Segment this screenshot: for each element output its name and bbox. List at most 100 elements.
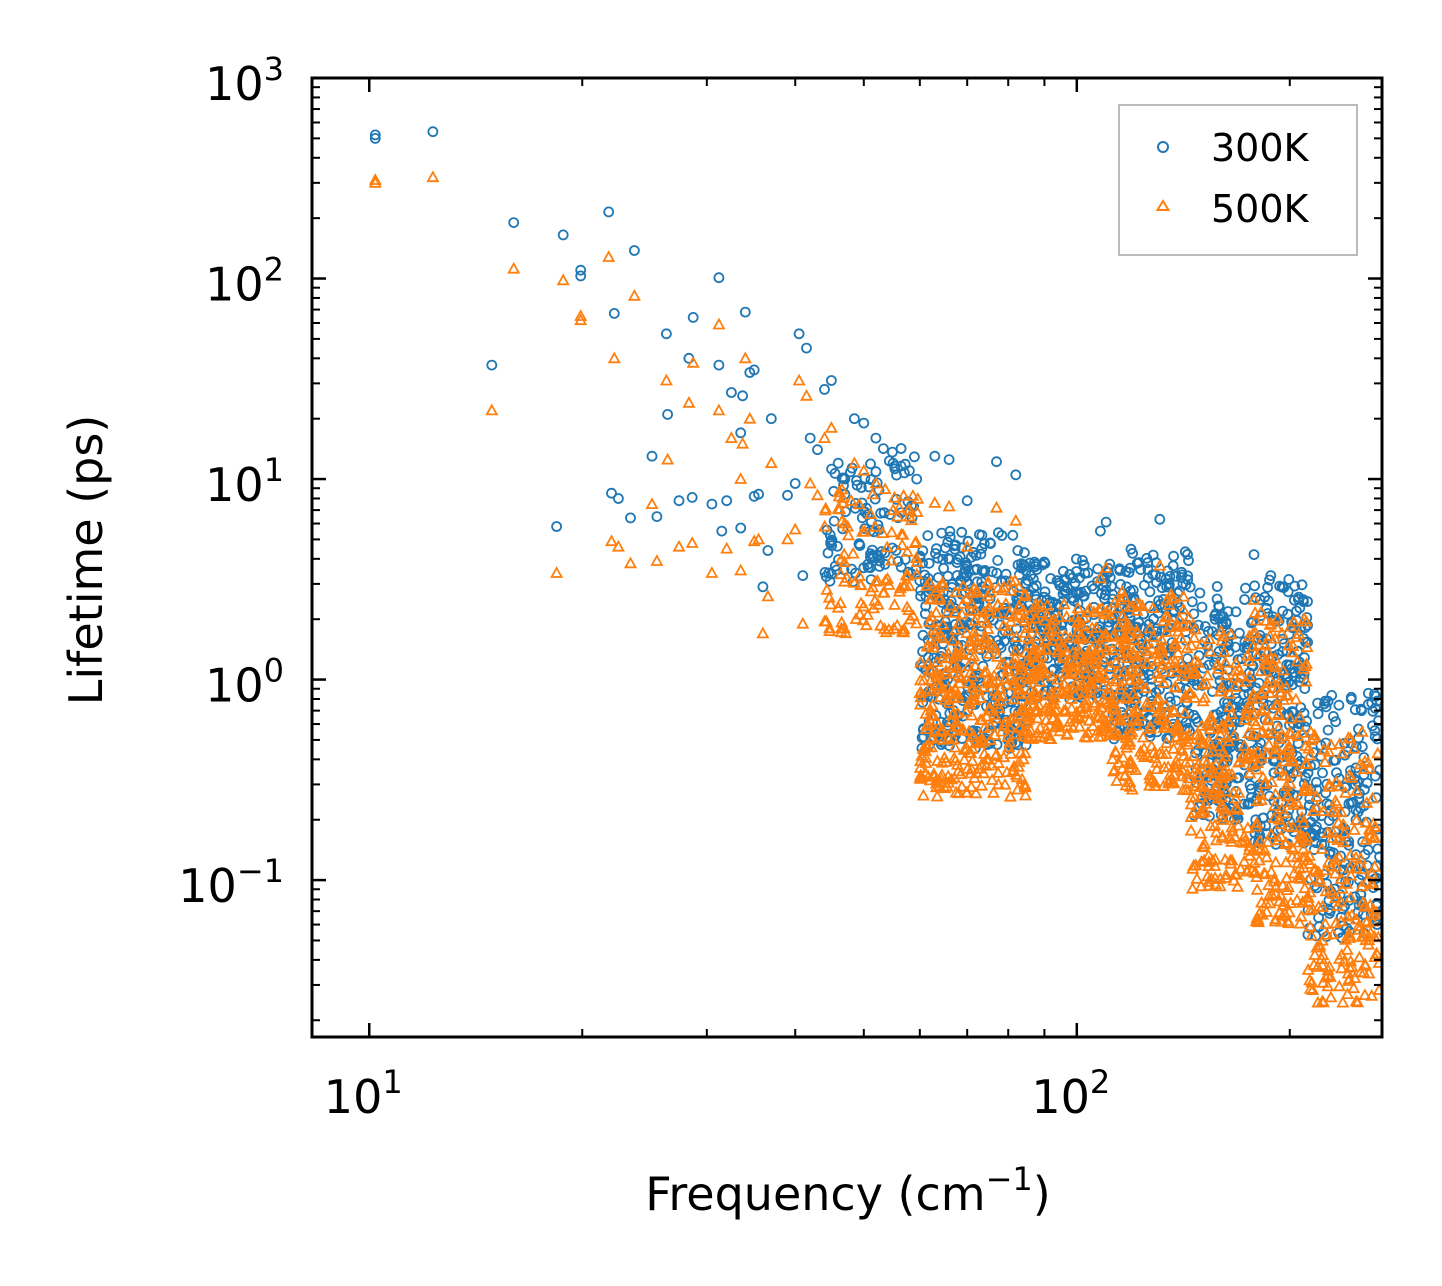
point-500k (1091, 709, 1105, 722)
point-500k (1272, 761, 1286, 774)
point-500k (1196, 677, 1210, 690)
point-500k (1281, 916, 1296, 929)
point-300k (865, 551, 876, 563)
point-300k (1027, 573, 1039, 585)
point-500k (833, 596, 848, 608)
point-500k (985, 638, 999, 651)
point-500k (989, 711, 1003, 724)
point-500k (1272, 732, 1286, 744)
point-500k (1259, 653, 1273, 666)
point-500k (924, 740, 939, 753)
point-300k (1271, 720, 1283, 732)
point-300k (651, 511, 663, 522)
point-500k (1171, 619, 1186, 632)
point-500k (1123, 673, 1137, 686)
point-500k (1184, 638, 1199, 651)
point-500k (899, 568, 913, 581)
point-500k (1324, 859, 1338, 872)
point-500k (1307, 958, 1321, 970)
point-500k (1153, 558, 1167, 571)
point-500k (1270, 620, 1284, 633)
point-500k (1070, 675, 1084, 688)
point-500k (1156, 779, 1171, 791)
point-300k (1144, 586, 1156, 598)
point-500k (932, 679, 947, 692)
point-300k (1302, 596, 1313, 607)
point-300k (851, 475, 862, 487)
point-300k (1186, 596, 1198, 608)
point-500k (1136, 730, 1150, 743)
point-500k (1212, 739, 1226, 752)
point-300k (1277, 605, 1289, 617)
point-500k (1129, 718, 1143, 731)
point-500k (1283, 725, 1297, 738)
point-300k (1339, 749, 1351, 761)
point-300k (944, 531, 956, 543)
point-500k (882, 622, 896, 635)
point-500k (1252, 637, 1266, 650)
point-500k (1162, 620, 1176, 632)
point-500k (952, 676, 967, 689)
point-500k (1102, 687, 1116, 699)
point-500k (997, 657, 1011, 669)
point-300k (1373, 715, 1382, 727)
point-500k (1344, 890, 1358, 903)
point-300k (1092, 624, 1104, 635)
point-500k (999, 596, 1013, 609)
point-500k (985, 773, 999, 785)
point-500k (946, 633, 960, 646)
point-300k (986, 566, 998, 578)
point-500k (1046, 711, 1060, 724)
point-300k (1293, 591, 1305, 603)
point-300k (966, 551, 977, 563)
point-500k (834, 625, 848, 638)
point-500k (1272, 894, 1286, 907)
point-500k (841, 519, 855, 532)
point-500k (1030, 726, 1044, 738)
point-300k (1287, 707, 1299, 718)
point-500k (1283, 776, 1297, 789)
point-300k (508, 217, 520, 229)
point-300k (949, 540, 960, 552)
point-500k (1200, 756, 1214, 769)
point-300k (1062, 582, 1073, 594)
point-500k (939, 663, 953, 676)
point-500k (1303, 748, 1317, 761)
point-500k (1331, 815, 1345, 828)
point-500k (936, 575, 950, 588)
point-500k (1047, 612, 1061, 625)
point-500k (1287, 866, 1301, 879)
point-300k (832, 457, 844, 469)
point-500k (1306, 804, 1320, 816)
point-500k (1254, 605, 1268, 617)
point-500k (1210, 657, 1225, 670)
point-300k (606, 487, 617, 499)
point-300k (804, 432, 816, 444)
point-500k (1249, 819, 1263, 832)
point-500k (1030, 703, 1044, 715)
point-500k (946, 706, 961, 719)
point-500k (1293, 916, 1307, 929)
point-500k (1188, 691, 1202, 703)
point-300k (1262, 582, 1273, 593)
point-500k (1118, 632, 1132, 645)
point-500k (1157, 721, 1171, 733)
point-300k (1045, 573, 1057, 584)
point-300k (662, 408, 673, 420)
point-500k (1237, 854, 1251, 867)
point-500k (1269, 855, 1283, 868)
point-300k (976, 542, 988, 554)
point-500k (1157, 760, 1171, 773)
point-500k (818, 503, 832, 516)
point-300k (629, 245, 640, 256)
point-500k (1255, 907, 1270, 920)
point-500k (1007, 710, 1021, 722)
point-500k (1271, 833, 1285, 845)
point-500k (1129, 763, 1143, 775)
point-500k (368, 175, 382, 188)
point-500k (1254, 664, 1268, 677)
point-500k (938, 692, 952, 705)
point-500k (1280, 689, 1294, 701)
point-500k (1078, 696, 1093, 709)
point-500k (1093, 571, 1107, 584)
